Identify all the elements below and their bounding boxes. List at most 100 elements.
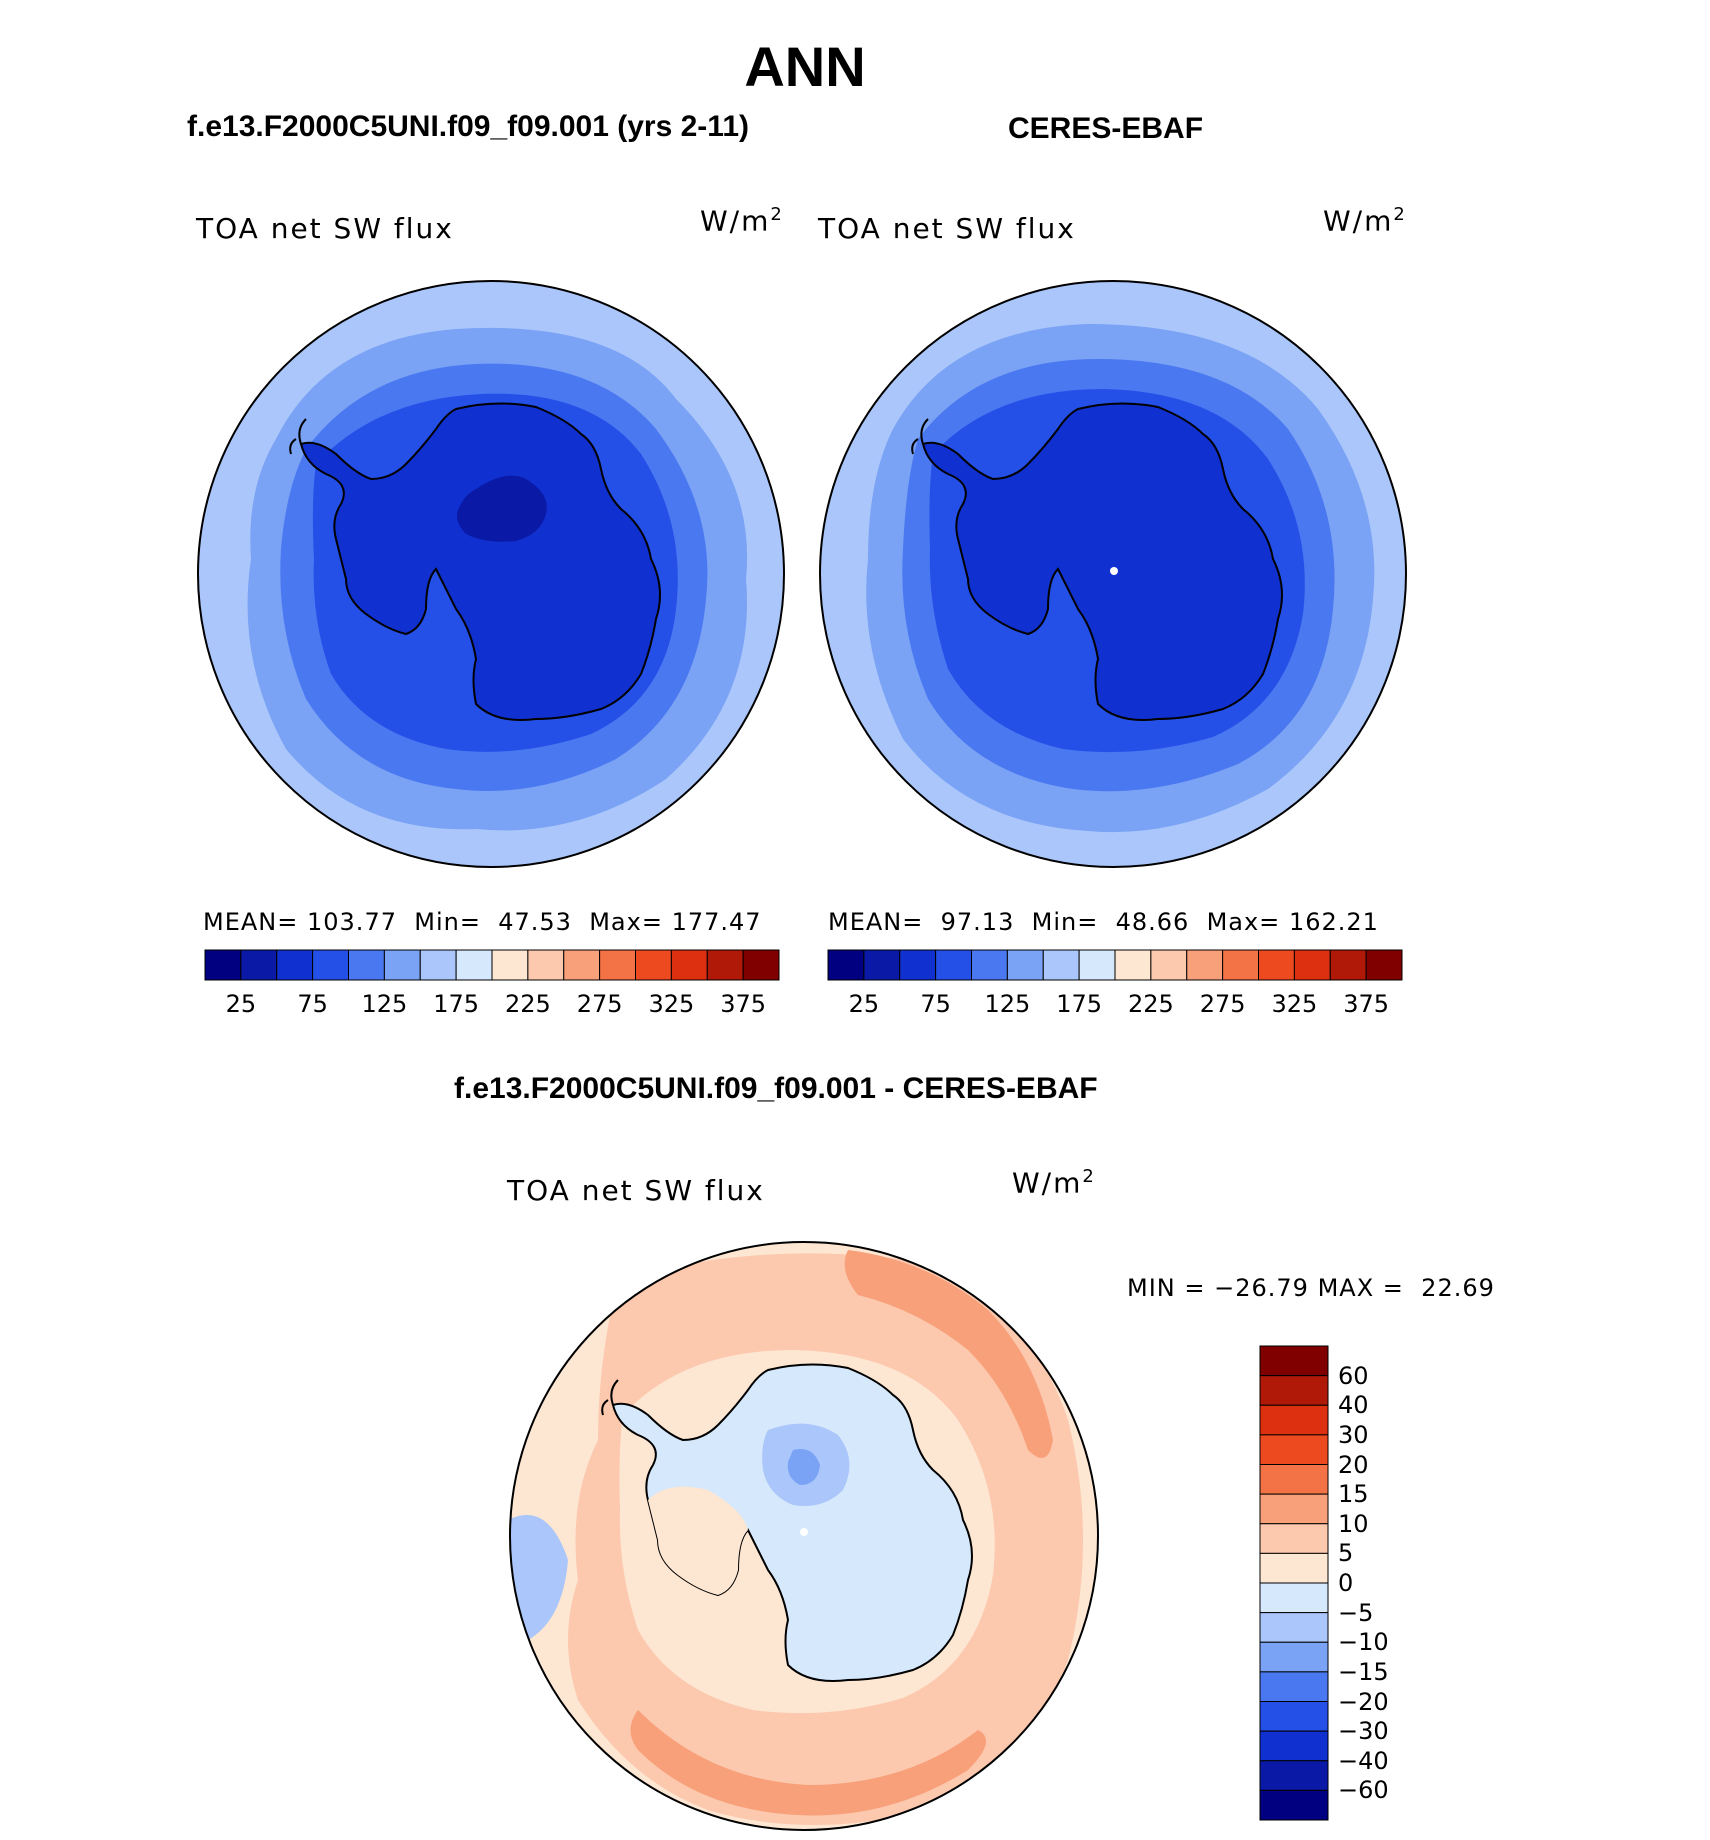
- colorbar-swatch: [527, 949, 565, 981]
- colorbar-swatch: [1259, 1760, 1329, 1791]
- colorbar-tick-label: −10: [1338, 1628, 1389, 1657]
- colorbar-swatch: [1259, 1523, 1329, 1554]
- colorbar-swatch: [348, 949, 385, 981]
- map-antarctica-core: [457, 475, 547, 542]
- panel-obs-units: W/m2: [1323, 204, 1407, 238]
- colorbar-swatch: [491, 949, 529, 981]
- colorbar-swatch: [1259, 1641, 1329, 1673]
- colorbar-tick-label: 15: [1338, 1480, 1369, 1509]
- colorbar-swatch: [1365, 949, 1403, 981]
- panel-model-stats: MEAN= 103.77 Min= 47.53 Max= 177.47: [203, 908, 762, 936]
- colorbar-diff: [1259, 1345, 1329, 1821]
- panel-model-map: [197, 280, 785, 868]
- map-antarctica: [299, 402, 661, 721]
- colorbar-tick-label: −5: [1338, 1598, 1374, 1627]
- colorbar-swatch: [1259, 1671, 1329, 1702]
- colorbar-swatch: [240, 949, 278, 981]
- colorbar-swatch: [1259, 1552, 1329, 1584]
- colorbar-swatch: [1006, 949, 1044, 981]
- panel-obs-heading: CERES-EBAF: [1008, 112, 1204, 145]
- colorbar-swatch: [1078, 949, 1116, 981]
- colorbar-tick-label: 175: [433, 990, 480, 1018]
- colorbar-diff-ticks: 60 40 30 20 15 10 5 0 −5 −10 −15 −20 −30 −40 −60: [1338, 1346, 1428, 1820]
- colorbar-swatch: [1259, 1375, 1329, 1406]
- colorbar-tick-label: 375: [720, 990, 767, 1018]
- colorbar-tick-label: 175: [1056, 990, 1103, 1018]
- panel-diff-stats: MIN = −26.79 MAX = 22.69: [1127, 1274, 1495, 1302]
- colorbar-swatch: [670, 949, 708, 981]
- colorbar-model-ticks: 25 75 125 175 225 275 325 375: [205, 990, 779, 1020]
- figure-title: ANN: [744, 35, 866, 98]
- colorbar-tick-label: 5: [1338, 1539, 1354, 1568]
- colorbar-swatch: [1259, 1345, 1329, 1377]
- colorbar-swatch: [1259, 1789, 1329, 1821]
- panel-obs-map: [819, 280, 1407, 868]
- colorbar-tick-label: −20: [1338, 1687, 1389, 1716]
- colorbar-swatch: [1259, 1582, 1329, 1614]
- panel-diff-variable: TOA net SW flux: [507, 1174, 765, 1207]
- panel-diff-map: [509, 1241, 1099, 1831]
- colorbar-swatch: [899, 949, 937, 981]
- panel-model-units: W/m2: [700, 204, 784, 238]
- colorbar-tick-label: 75: [920, 990, 951, 1018]
- colorbar-tick-label: 375: [1343, 990, 1390, 1018]
- colorbar-swatch: [1114, 949, 1152, 981]
- colorbar-tick-label: 275: [1199, 990, 1246, 1018]
- colorbar-swatch: [599, 949, 636, 981]
- colorbar-tick-label: 125: [984, 990, 1031, 1018]
- colorbar-swatch: [1150, 949, 1188, 981]
- colorbar-tick-label: 225: [1127, 990, 1174, 1018]
- colorbar-tick-label: 0: [1338, 1569, 1354, 1597]
- map-diff-neg-west: [510, 1515, 568, 1640]
- colorbar-swatch: [1329, 949, 1367, 981]
- colorbar-tick-label: 40: [1338, 1391, 1369, 1420]
- colorbar-swatch: [1259, 1612, 1329, 1643]
- colorbar-swatch: [1293, 949, 1331, 981]
- map-antarctica: [921, 402, 1283, 721]
- colorbar-swatch: [1259, 1434, 1329, 1465]
- colorbar-tick-label: −60: [1338, 1776, 1389, 1805]
- colorbar-tick-label: 125: [361, 990, 408, 1018]
- colorbar-swatch: [419, 949, 457, 981]
- colorbar-tick-label: 25: [225, 990, 257, 1018]
- map-diff-high-south: [630, 1710, 986, 1816]
- panel-obs-variable: TOA net SW flux: [818, 212, 1076, 245]
- map-antarctica-neg3: [787, 1449, 820, 1485]
- colorbar-swatch: [827, 949, 865, 981]
- colorbar-obs-ticks: 25 75 125 175 225 275 325 375: [828, 990, 1402, 1020]
- colorbar-swatch: [935, 949, 972, 981]
- colorbar-swatch: [1259, 1701, 1329, 1732]
- colorbar-tick-label: 30: [1338, 1420, 1369, 1449]
- map-antarctica-west: [648, 1486, 748, 1595]
- colorbar-swatch: [563, 949, 601, 981]
- colorbar-tick-label: 25: [848, 990, 880, 1018]
- colorbar-swatch: [312, 949, 349, 981]
- colorbar-swatch: [971, 949, 1008, 981]
- colorbar-tick-label: −15: [1338, 1657, 1389, 1686]
- colorbar-swatch: [1259, 1404, 1329, 1436]
- colorbar-tick-label: 325: [648, 990, 695, 1018]
- panel-model-variable: TOA net SW flux: [196, 212, 454, 245]
- colorbar-tick-label: 20: [1338, 1450, 1369, 1479]
- panel-obs-stats: MEAN= 97.13 Min= 48.66 Max= 162.21: [828, 908, 1379, 936]
- colorbar-swatch: [1259, 1493, 1329, 1525]
- colorbar-tick-label: 225: [504, 990, 551, 1018]
- colorbar-swatch: [635, 949, 672, 981]
- colorbar-swatch: [706, 949, 744, 981]
- colorbar-swatch: [1186, 949, 1224, 981]
- colorbar-tick-label: 10: [1338, 1509, 1369, 1538]
- colorbar-tick-label: −30: [1338, 1717, 1389, 1746]
- colorbar-tick-label: 275: [576, 990, 623, 1018]
- colorbar-swatch: [742, 949, 780, 981]
- colorbar-swatch: [1042, 949, 1080, 981]
- colorbar-swatch: [863, 949, 901, 981]
- colorbar-swatch: [1258, 949, 1295, 981]
- panel-diff-units: W/m2: [1012, 1166, 1096, 1200]
- colorbar-obs: [827, 949, 1403, 981]
- colorbar-swatch: [455, 949, 493, 981]
- colorbar-swatch: [204, 949, 242, 981]
- map-antarctica-diff: [611, 1363, 973, 1682]
- colorbar-tick-label: 75: [297, 990, 328, 1018]
- panel-diff-heading: f.e13.F2000C5UNI.f09_f09.001 - CERES-EBA…: [454, 1072, 1098, 1105]
- colorbar-tick-label: 60: [1338, 1361, 1369, 1390]
